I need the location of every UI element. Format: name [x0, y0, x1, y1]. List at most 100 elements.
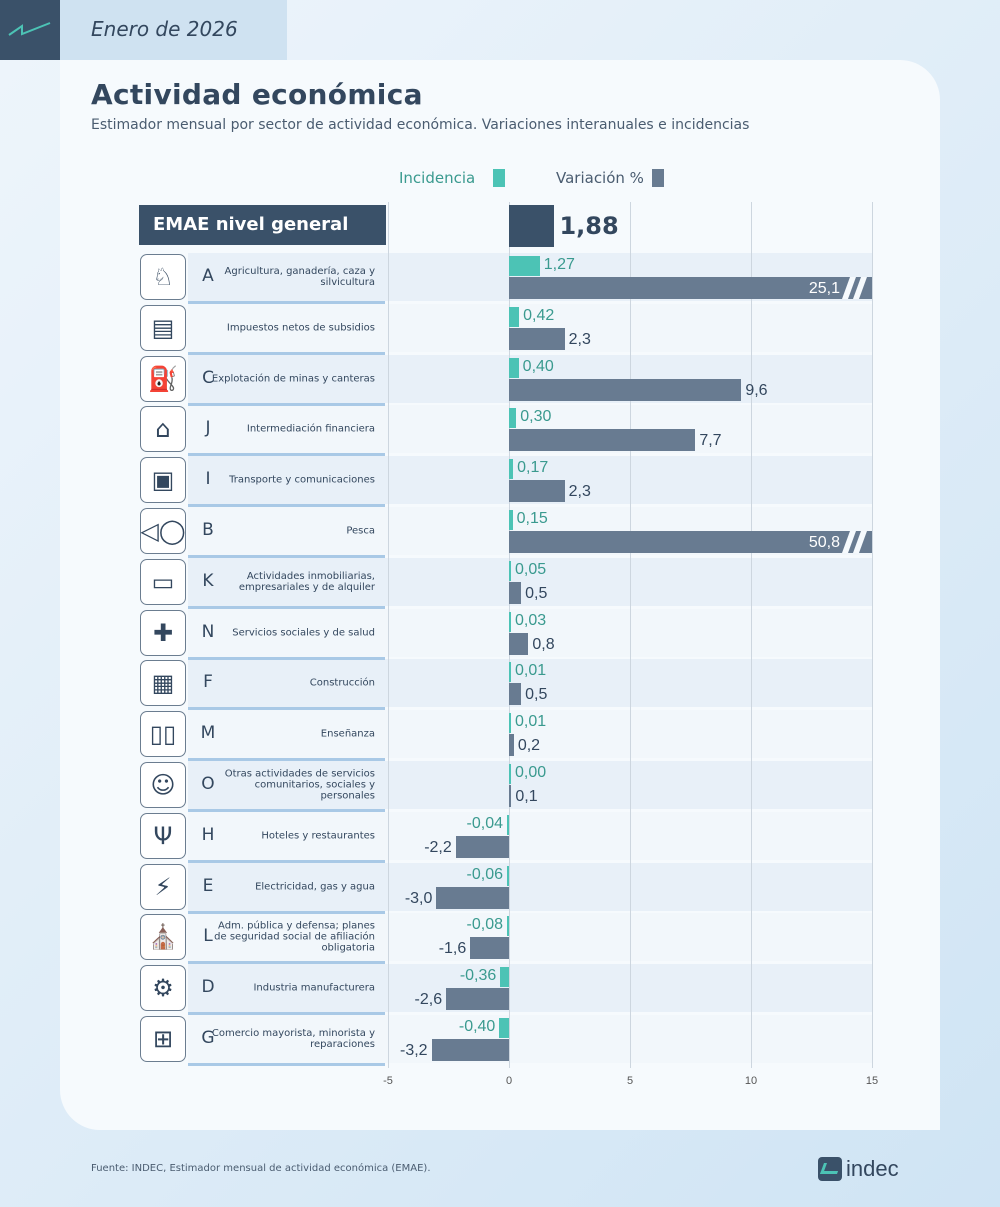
row-separator	[188, 453, 385, 457]
incidencia-bar	[509, 408, 517, 429]
sector-name: Transporte y comunicaciones	[229, 474, 375, 486]
row-separator	[188, 656, 385, 660]
tax-document-icon: ▤	[140, 304, 186, 351]
sector-letter: O	[201, 774, 215, 794]
variacion-label: 0,2	[517, 737, 541, 755]
variacion-bar	[455, 835, 509, 858]
variacion-bar	[436, 886, 509, 909]
variacion-bar	[509, 378, 742, 401]
row-band	[188, 761, 872, 809]
legend-variacion-swatch	[652, 169, 664, 187]
variacion-bar	[509, 277, 872, 299]
government-building-icon: ⛪	[140, 914, 186, 961]
sector-name: Industria manufacturera	[253, 982, 375, 994]
bricks-helmet-icon: ▦	[140, 660, 186, 707]
row-separator	[188, 859, 385, 863]
incidencia-bar	[499, 1018, 509, 1038]
variacion-label: -1,6	[438, 940, 467, 958]
legend-incidencia-swatch	[493, 169, 505, 187]
indec-logo-mark	[818, 1157, 842, 1181]
sector-name: Comercio mayorista, minorista y reparaci…	[211, 1028, 375, 1050]
incidencia-label: -0,04	[466, 814, 503, 832]
incidencia-label: 0,17	[517, 459, 549, 477]
variacion-label: 25,1	[808, 280, 840, 297]
variacion-bar	[509, 429, 696, 452]
book-icon: ▯▯	[140, 711, 186, 758]
period-tab: Enero de 2026	[60, 0, 287, 60]
x-tick-label: 15	[865, 1075, 879, 1087]
incidencia-bar	[509, 306, 520, 327]
row-band	[188, 1015, 872, 1063]
variacion-label: -2,6	[414, 991, 443, 1009]
oil-pump-icon: ⛽	[140, 355, 186, 402]
row-band	[188, 964, 872, 1013]
sector-letter: C	[202, 367, 214, 388]
drop-flame-bolt-icon: ⚡	[140, 863, 186, 910]
row-separator	[188, 758, 385, 762]
row-separator	[188, 1012, 385, 1016]
sector-name: Actividades inmobiliarias, empresariales…	[238, 570, 375, 593]
incidencia-bar	[500, 967, 509, 988]
sector-letter: B	[202, 520, 214, 540]
variacion-label: -3,0	[404, 889, 433, 907]
variacion-bar	[509, 531, 872, 553]
incidencia-bar	[509, 560, 511, 581]
sector-name: Impuestos netos de subsidios	[226, 322, 375, 334]
sector-name: Enseñanza	[320, 728, 375, 740]
sector-letter: E	[202, 875, 214, 896]
x-tick-label: 5	[626, 1075, 634, 1087]
row-band	[188, 811, 872, 860]
sector-name: Adm. pública y defensa; planes de seguri…	[214, 920, 375, 954]
variacion-label: 0,1	[515, 788, 538, 805]
sector-letter: D	[201, 977, 215, 998]
emae-general-value: 1,88	[559, 212, 619, 240]
brand-corner	[0, 0, 60, 60]
emae-general-label: EMAE nivel general	[139, 205, 386, 245]
variacion-label: 7,7	[699, 432, 722, 450]
gridline	[629, 202, 631, 1068]
incidencia-label: -0,40	[458, 1018, 496, 1035]
shopping-cart-icon: ⊞	[140, 1016, 186, 1062]
sector-letter: H	[201, 824, 215, 845]
sector-letter: A	[202, 266, 214, 286]
gears-icon: ⚙	[140, 965, 186, 1012]
incidencia-label: 0,01	[515, 662, 547, 680]
source-note: Fuente: INDEC, Estimador mensual de acti…	[91, 1163, 431, 1174]
sector-name: Electricidad, gas y agua	[255, 881, 375, 893]
variacion-bar	[509, 785, 512, 807]
indec-logo-text: indec	[846, 1156, 899, 1181]
row-band	[188, 659, 872, 708]
x-tick-label: 0	[505, 1075, 513, 1087]
row-separator	[188, 402, 385, 406]
row-separator	[188, 809, 385, 812]
gridline	[387, 202, 389, 1068]
sector-name: Explotación de minas y canteras	[211, 373, 375, 385]
row-separator	[188, 707, 385, 711]
monitor-key-icon: ▭	[140, 558, 186, 605]
variacion-bar	[509, 327, 565, 350]
incidencia-bar	[507, 865, 509, 886]
incidencia-bar	[509, 357, 519, 378]
row-band	[188, 862, 872, 911]
incidencia-label: 0,05	[515, 560, 547, 578]
row-separator	[188, 910, 385, 914]
sector-letter: J	[205, 418, 211, 439]
row-band	[188, 913, 872, 962]
variacion-bar	[431, 1039, 509, 1061]
incidencia-bar	[509, 459, 514, 480]
bus-phone-icon: ▣	[140, 457, 186, 504]
incidencia-label: 0,30	[520, 408, 552, 426]
variacion-label: 9,6	[745, 381, 768, 399]
fish-icon: ◁◯	[140, 508, 186, 554]
sector-letter: N	[201, 621, 215, 642]
sector-name: Construcción	[309, 677, 375, 689]
emae-general-bar	[509, 205, 555, 247]
row-band	[188, 557, 872, 606]
incidencia-label: 0,15	[516, 510, 548, 527]
trend-line-icon	[8, 22, 51, 36]
legend-incidencia: Incidencia	[399, 169, 476, 187]
row-separator	[188, 301, 385, 304]
sector-letter: M	[200, 723, 216, 744]
incidencia-bar	[509, 662, 511, 683]
variacion-bar	[509, 632, 529, 655]
